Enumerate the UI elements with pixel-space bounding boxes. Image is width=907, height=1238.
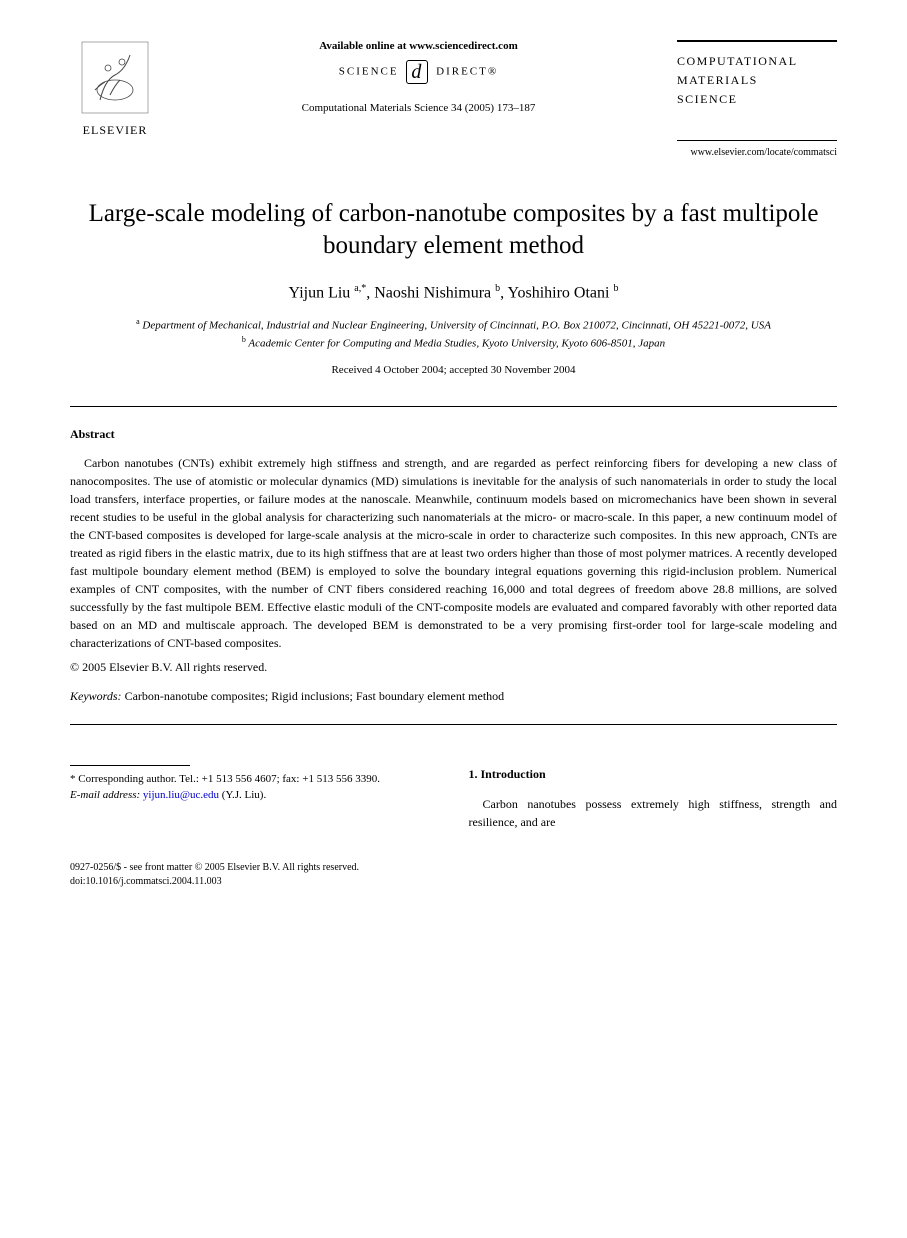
author-2: Naoshi Nishimura [374, 284, 495, 301]
footer-line-2: doi:10.1016/j.commatsci.2004.11.003 [70, 875, 837, 889]
publisher-name: ELSEVIER [70, 123, 160, 138]
footer-line-1: 0927-0256/$ - see front matter © 2005 El… [70, 861, 837, 875]
abstract-heading: Abstract [70, 427, 837, 442]
sd-suffix: DIRECT® [436, 66, 498, 78]
two-column-body: * Corresponding author. Tel.: +1 513 556… [70, 765, 837, 831]
journal-name-2: MATERIALS [677, 71, 837, 90]
right-column: 1. Introduction Carbon nanotubes possess… [469, 765, 838, 831]
author-3-sup: b [613, 283, 618, 294]
journal-title-box: COMPUTATIONAL MATERIALS SCIENCE [677, 40, 837, 141]
authors-line: Yijun Liu a,*, Naoshi Nishimura b, Yoshi… [70, 283, 837, 302]
available-online-text: Available online at www.sciencedirect.co… [180, 40, 657, 52]
sd-prefix: SCIENCE [339, 66, 399, 78]
publisher-block: ELSEVIER [70, 40, 160, 138]
journal-name-3: SCIENCE [677, 90, 837, 109]
affil-a-text: Department of Mechanical, Industrial and… [140, 320, 771, 332]
page-footer: 0927-0256/$ - see front matter © 2005 El… [70, 861, 837, 889]
abstract-copyright: © 2005 Elsevier B.V. All rights reserved… [70, 660, 837, 675]
keywords-label: Keywords: [70, 689, 122, 703]
rule-before-abstract [70, 406, 837, 407]
email-label: E-mail address: [70, 789, 140, 801]
email-suffix: (Y.J. Liu). [219, 789, 266, 801]
footnote-rule [70, 765, 190, 766]
paper-title: Large-scale modeling of carbon-nanotube … [70, 198, 837, 263]
affil-b-text: Academic Center for Computing and Media … [246, 338, 665, 350]
author-1: Yijun Liu [289, 284, 355, 301]
email-footnote: E-mail address: yijun.liu@uc.edu (Y.J. L… [70, 788, 439, 803]
header-center: Available online at www.sciencedirect.co… [160, 40, 677, 114]
author-3: Yoshihiro Otani [508, 284, 614, 301]
elsevier-logo-icon [80, 40, 150, 115]
paper-header: ELSEVIER Available online at www.science… [70, 40, 837, 158]
intro-heading: 1. Introduction [469, 765, 838, 783]
keywords-text: Carbon-nanotube composites; Rigid inclus… [122, 689, 505, 703]
author-sep-2: , [500, 284, 507, 301]
affiliations: a Department of Mechanical, Industrial a… [70, 316, 837, 352]
keywords-line: Keywords: Carbon-nanotube composites; Ri… [70, 689, 837, 704]
corresponding-author-footnote: * Corresponding author. Tel.: +1 513 556… [70, 772, 439, 787]
left-column: * Corresponding author. Tel.: +1 513 556… [70, 765, 439, 831]
citation-line: Computational Materials Science 34 (2005… [180, 102, 657, 114]
sciencedirect-logo: SCIENCE d DIRECT® [180, 60, 657, 84]
abstract-body: Carbon nanotubes (CNTs) exhibit extremel… [70, 454, 837, 652]
journal-block: COMPUTATIONAL MATERIALS SCIENCE www.else… [677, 40, 837, 158]
dates-line: Received 4 October 2004; accepted 30 Nov… [70, 364, 837, 376]
sciencedirect-d-icon: d [406, 60, 428, 84]
journal-url: www.elsevier.com/locate/commatsci [677, 147, 837, 158]
journal-name-1: COMPUTATIONAL [677, 52, 837, 71]
rule-after-keywords [70, 724, 837, 725]
author-1-sup: a,* [354, 283, 366, 294]
intro-text: Carbon nanotubes possess extremely high … [469, 795, 838, 831]
author-email-link[interactable]: yijun.liu@uc.edu [140, 789, 219, 801]
